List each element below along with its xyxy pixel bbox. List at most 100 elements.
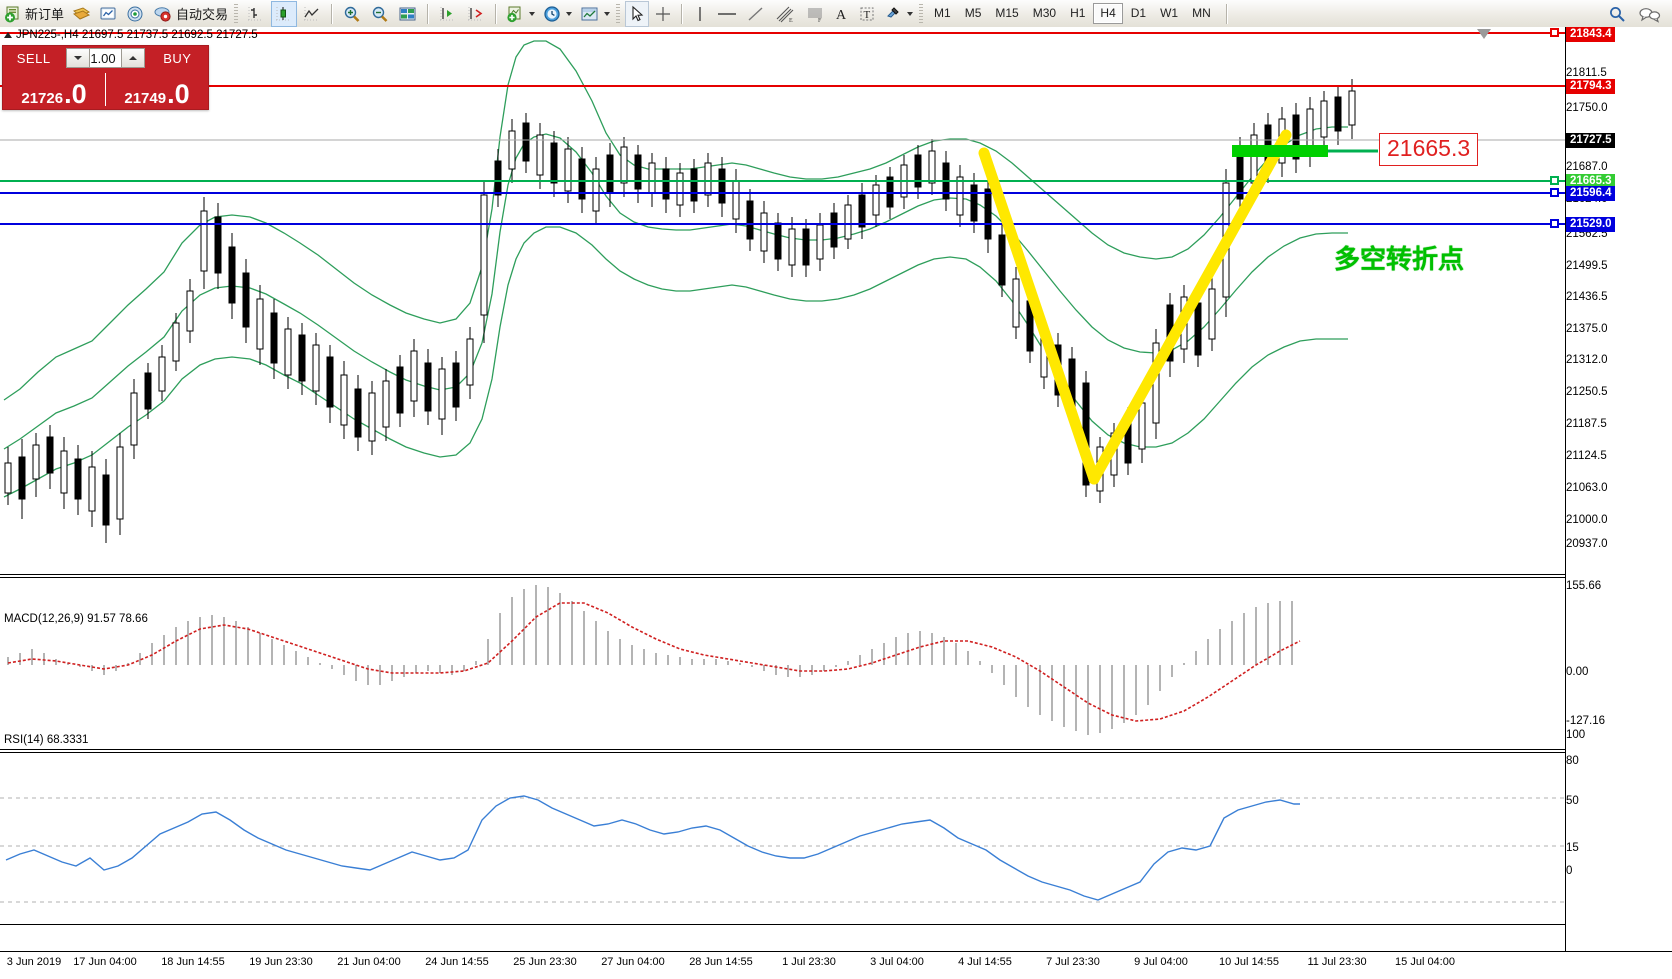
zoom-in-button[interactable]: [339, 2, 365, 26]
sell-price-decimal: .0: [64, 79, 87, 110]
time-axis[interactable]: 3 Jun 2019 17 Jun 04:00 18 Jun 14:55 19 …: [0, 951, 1672, 979]
timeframe-d1[interactable]: D1: [1130, 6, 1147, 20]
new-order-button[interactable]: 新订单: [1, 2, 67, 26]
one-click-price-row: 21726.0 21749.0: [3, 70, 208, 109]
svg-text:F: F: [818, 18, 822, 23]
templates-button[interactable]: [577, 2, 613, 26]
data-window-icon: [399, 7, 416, 20]
chart-area[interactable]: 21665.3 多空转折点 JPN225-,H4 21697.5 21737.5…: [0, 27, 1672, 979]
trendline-button[interactable]: [743, 2, 769, 26]
buy-price-integer: 21749: [124, 90, 167, 107]
crosshair-button[interactable]: [651, 2, 675, 26]
time-label: 21 Jun 04:00: [337, 956, 401, 968]
candle-chart-button[interactable]: [271, 0, 298, 27]
sell-button[interactable]: 21726.0: [3, 70, 105, 109]
rsi-label: RSI(14) 68.3331: [4, 734, 89, 746]
volume-value[interactable]: 1.00: [90, 48, 121, 68]
volume-increase-button[interactable]: [120, 48, 145, 68]
profiles-button[interactable]: [69, 2, 94, 26]
chat-icon[interactable]: [1638, 5, 1662, 23]
bar-chart-icon: [248, 6, 264, 20]
period-button[interactable]: [540, 2, 575, 26]
toolbar-gripper-2[interactable]: [616, 3, 621, 24]
blue-level-1-tag[interactable]: 21596.4: [1566, 186, 1615, 201]
green-resistance-bar: [1232, 145, 1328, 157]
svg-text:T: T: [864, 9, 871, 21]
price-macd-divider-2: [0, 577, 1565, 578]
hline-button[interactable]: [713, 2, 741, 26]
line-chart-button[interactable]: [299, 2, 325, 26]
toolbar-gripper-3[interactable]: [919, 3, 924, 24]
buy-button[interactable]: 21749.0: [106, 70, 208, 109]
value-axis[interactable]: 21811.5 21750.0 21687.0 21624.0 21562.5 …: [1565, 27, 1672, 951]
blue-level-2-tag[interactable]: 21529.0: [1566, 217, 1615, 232]
templates-chevron-down-icon[interactable]: [604, 11, 611, 16]
timeframe-m15[interactable]: M15: [995, 6, 1019, 20]
axis-tick: 21811.5: [1566, 67, 1607, 79]
timeframe-h1[interactable]: H1: [1070, 6, 1086, 20]
label-button[interactable]: T: [855, 2, 879, 26]
fibo-button[interactable]: F: [801, 2, 829, 26]
price-chart-canvas[interactable]: [0, 27, 1565, 574]
zoom-out-button[interactable]: [367, 2, 393, 26]
rsi-level-lines: [0, 797, 1565, 903]
data-window-button[interactable]: [395, 2, 421, 26]
timeframe-m5[interactable]: M5: [964, 6, 982, 20]
auto-scroll-button[interactable]: [463, 2, 489, 26]
collapse-triangle-icon[interactable]: [4, 32, 12, 38]
draw-objects-chevron-down-icon[interactable]: [907, 11, 914, 16]
bar-chart-button[interactable]: [243, 2, 269, 26]
volume-stepper[interactable]: 1.00: [64, 46, 146, 70]
timeframe-mn[interactable]: MN: [1192, 6, 1211, 20]
auto-trading-button[interactable]: 自动交易: [150, 2, 231, 26]
navigator-button[interactable]: [123, 2, 148, 26]
text-button[interactable]: A: [831, 2, 853, 26]
buy-label: BUY: [163, 50, 192, 66]
timeframe-h4[interactable]: H4: [1093, 3, 1123, 24]
one-click-trading-panel[interactable]: SELL 1.00 BUY 21726.0 21749.0: [2, 45, 209, 110]
last-price-tag: 21727.5: [1566, 133, 1615, 148]
time-label: 1 Jul 23:30: [782, 956, 836, 968]
chevron-up-icon: [128, 56, 137, 60]
zoom-in-icon: [344, 6, 360, 22]
time-label: 3 Jun 2019: [6, 956, 62, 968]
new-order-icon: [5, 6, 19, 22]
macd-canvas[interactable]: [0, 579, 1565, 749]
axis-tick: 21312.0: [1566, 354, 1608, 366]
cursor-button[interactable]: [625, 0, 650, 27]
search-icon[interactable]: [1608, 5, 1626, 23]
price-pane[interactable]: 21665.3 多空转折点 JPN225-,H4 21697.5 21737.5…: [0, 27, 1565, 574]
axis-tick: 21375.0: [1566, 323, 1608, 335]
draw-objects-button[interactable]: [881, 2, 916, 26]
timeframe-w1[interactable]: W1: [1160, 6, 1179, 20]
volume-decrease-button[interactable]: [66, 48, 91, 68]
macd-rsi-divider[interactable]: [0, 749, 1565, 750]
axis-tick: 21687.0: [1566, 161, 1608, 173]
axis-tick: 20937.0: [1566, 538, 1608, 550]
rsi-axis-tick: 15: [1566, 842, 1579, 854]
period-chevron-down-icon[interactable]: [566, 11, 573, 16]
equidistant-channel-button[interactable]: E: [771, 2, 799, 26]
time-label: 9 Jul 04:00: [1134, 956, 1188, 968]
time-label: 15 Jul 04:00: [1395, 956, 1455, 968]
macd-pane[interactable]: MACD(12,26,9) 91.57 78.66: [0, 579, 1565, 749]
shift-chart-button[interactable]: [435, 2, 461, 26]
rsi-pane[interactable]: RSI(14) 68.3331: [0, 734, 1565, 925]
time-label: 25 Jun 23:30: [513, 956, 577, 968]
support-green-tag[interactable]: 21665.3: [1566, 174, 1615, 189]
market-watch-button[interactable]: [96, 2, 121, 26]
toolbar-gripper[interactable]: [234, 3, 239, 24]
vline-button[interactable]: [689, 2, 711, 26]
axis-tick: 21124.5: [1566, 450, 1607, 462]
add-indicator-chevron-down-icon[interactable]: [529, 11, 536, 16]
timeframe-m30[interactable]: M30: [1032, 6, 1057, 20]
rsi-canvas[interactable]: [0, 754, 1565, 924]
clock-icon: [544, 5, 560, 22]
price-macd-divider[interactable]: [0, 574, 1565, 575]
ask-level-tag[interactable]: 21843.4: [1566, 27, 1615, 42]
timeframe-m1[interactable]: M1: [934, 6, 951, 20]
resistance-tag[interactable]: 21794.3: [1566, 79, 1615, 94]
sell-label: SELL: [16, 50, 51, 66]
axis-tick: 21499.5: [1566, 260, 1608, 272]
add-indicator-button[interactable]: [503, 2, 538, 26]
